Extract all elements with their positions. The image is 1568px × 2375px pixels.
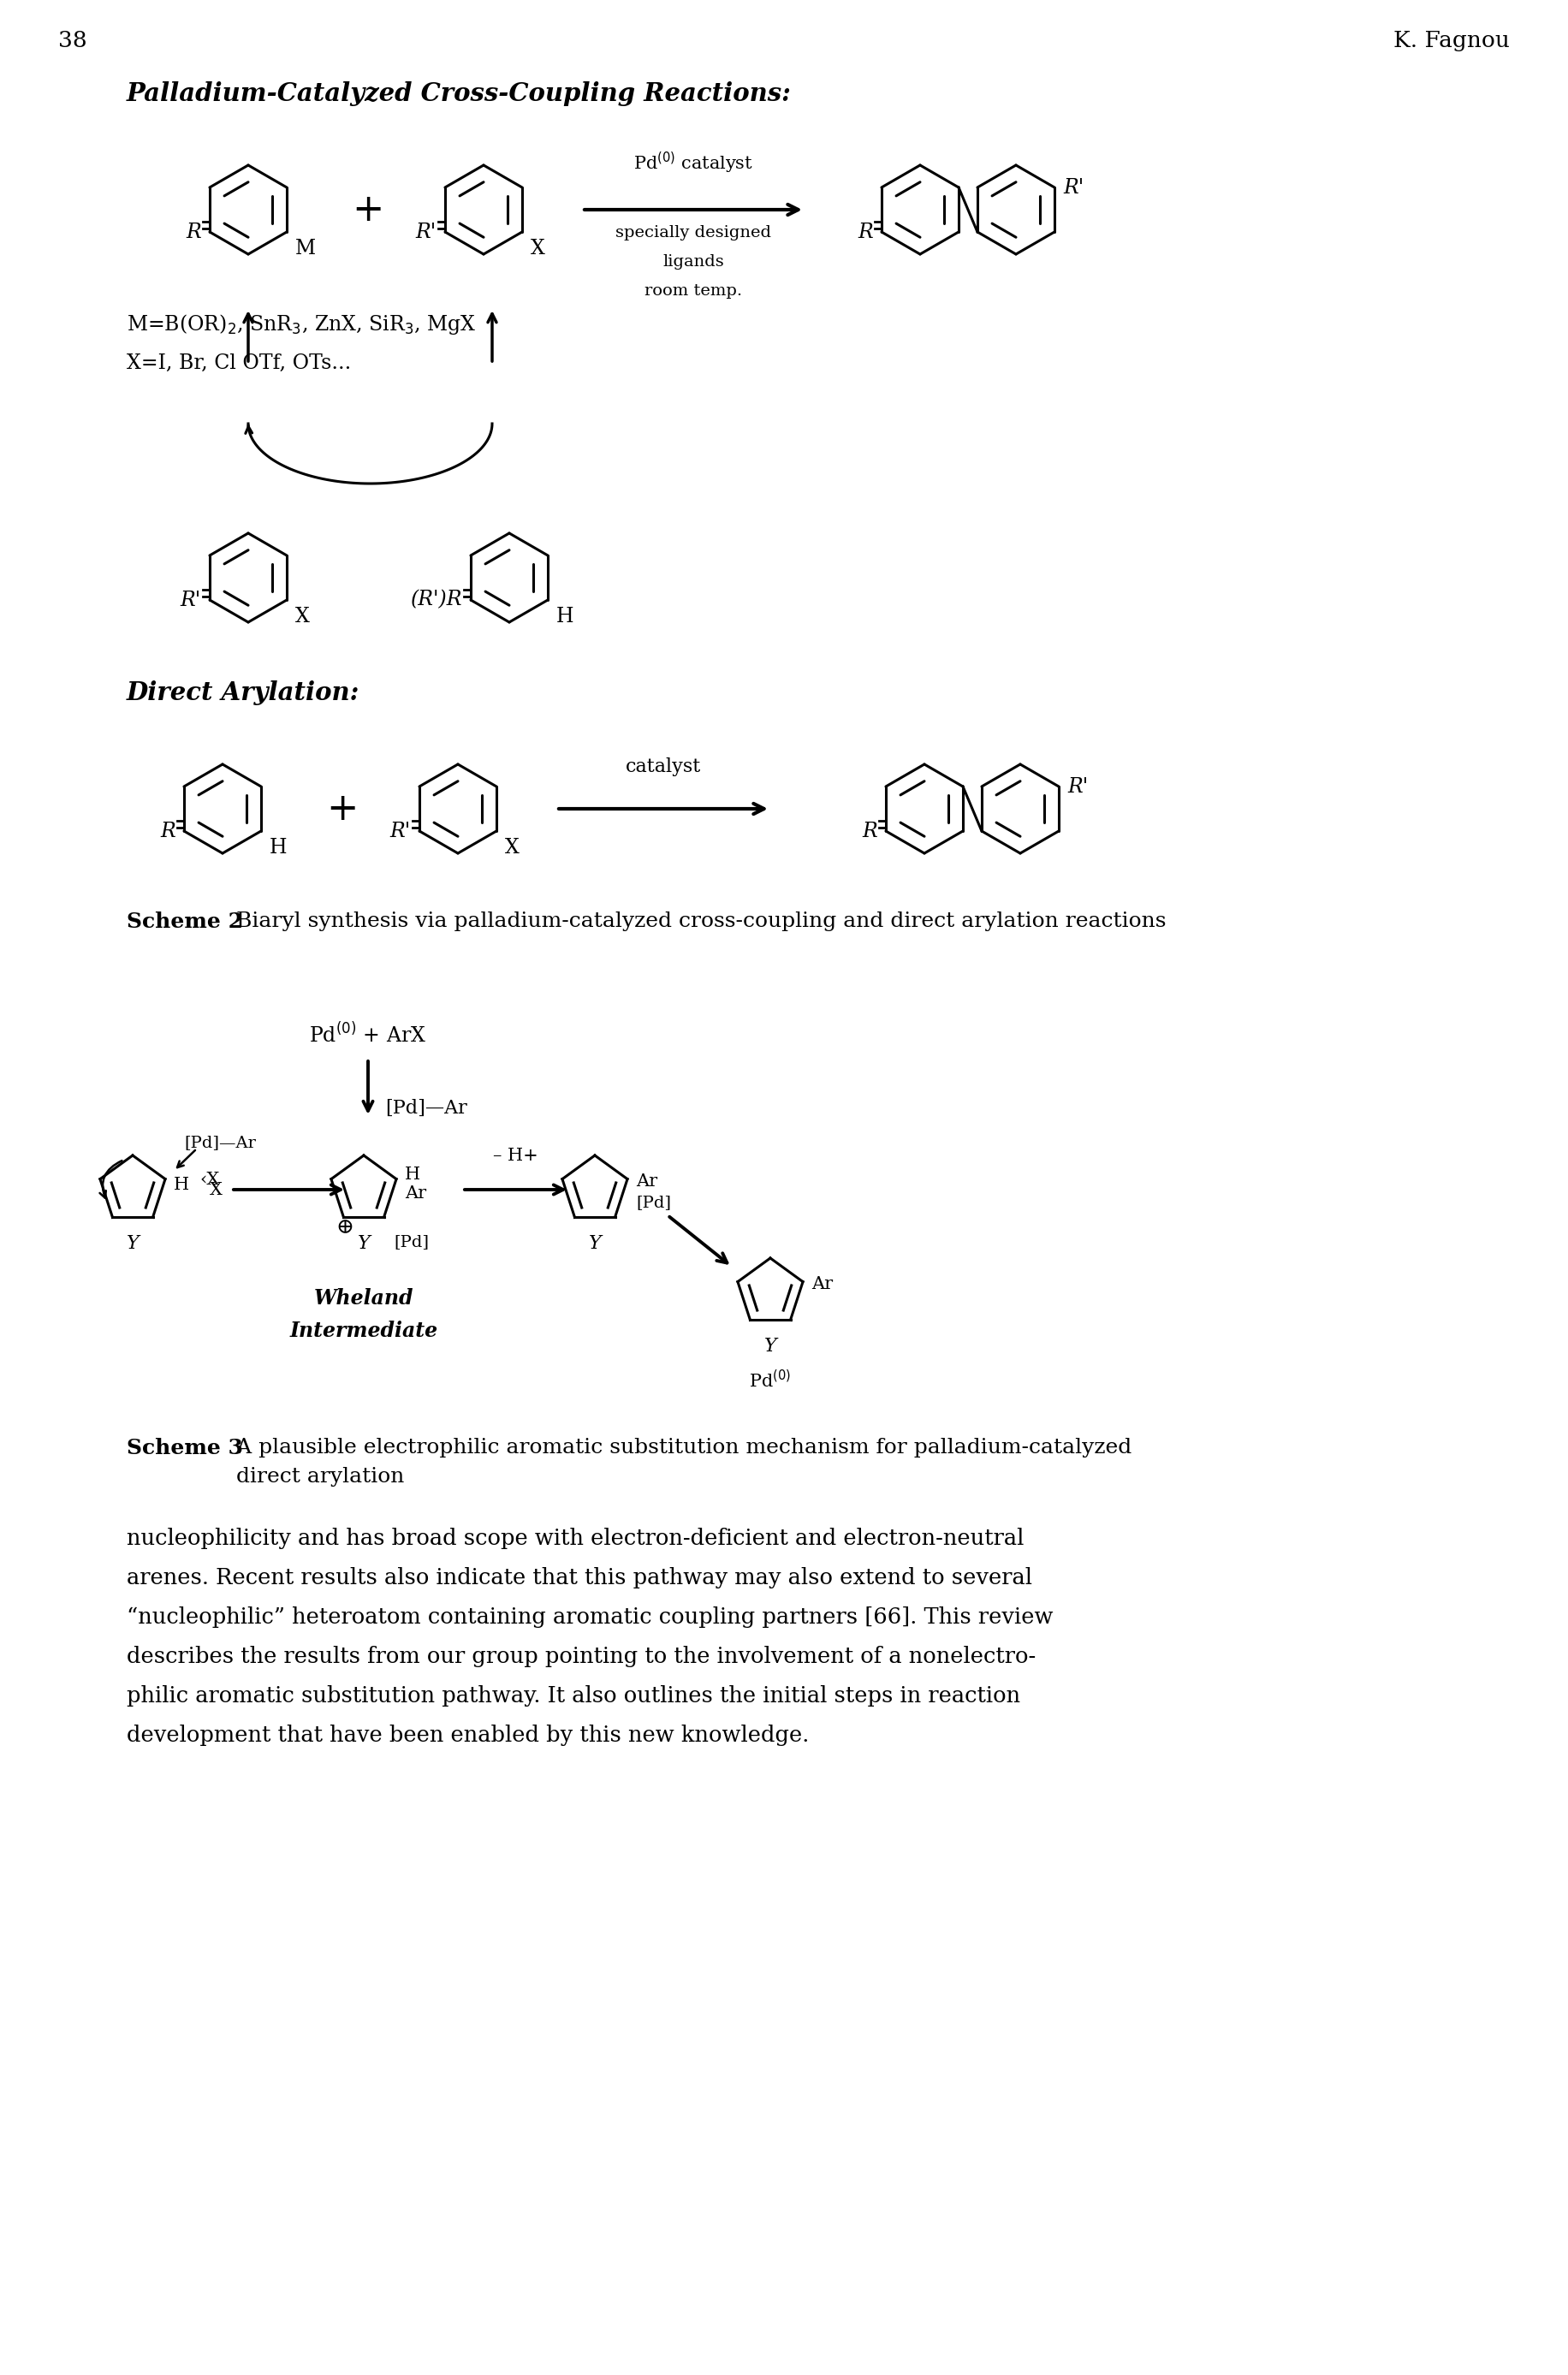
Text: nucleophilicity and has broad scope with electron-deficient and electron-neutral: nucleophilicity and has broad scope with… <box>127 1527 1024 1549</box>
Text: arenes. Recent results also indicate that this pathway may also extend to severa: arenes. Recent results also indicate tha… <box>127 1568 1032 1589</box>
Text: (R')R: (R')R <box>411 589 463 610</box>
Text: M=B(OR)$_2$, SnR$_3$, ZnX, SiR$_3$, MgX: M=B(OR)$_2$, SnR$_3$, ZnX, SiR$_3$, MgX <box>127 314 477 337</box>
Text: Wheland: Wheland <box>314 1287 414 1309</box>
Text: [Pd]—Ar: [Pd]—Ar <box>183 1135 256 1150</box>
Text: K. Fagnou: K. Fagnou <box>1394 31 1510 52</box>
Text: “nucleophilic” heteroatom containing aromatic coupling partners [66]. This revie: “nucleophilic” heteroatom containing aro… <box>127 1606 1054 1627</box>
Text: Y: Y <box>127 1235 140 1254</box>
Text: Y: Y <box>764 1337 776 1356</box>
Text: X: X <box>210 1180 223 1197</box>
Text: ‹X: ‹X <box>199 1171 220 1188</box>
Text: X=I, Br, Cl OTf, OTs...: X=I, Br, Cl OTf, OTs... <box>127 354 351 373</box>
Text: describes the results from our group pointing to the involvement of a nonelectro: describes the results from our group poi… <box>127 1646 1036 1667</box>
Text: Y: Y <box>588 1235 601 1254</box>
Text: X: X <box>295 606 310 627</box>
Text: H: H <box>270 838 287 857</box>
Text: Pd$^{(0)}$ + ArX: Pd$^{(0)}$ + ArX <box>309 1024 426 1047</box>
Text: ⊕: ⊕ <box>336 1218 354 1237</box>
Text: R': R' <box>1063 178 1083 197</box>
Text: M: M <box>295 240 317 259</box>
Text: H: H <box>557 606 574 627</box>
Text: R: R <box>858 223 873 242</box>
Text: R: R <box>862 822 877 841</box>
Text: [Pd]: [Pd] <box>637 1195 671 1211</box>
Text: Scheme 3: Scheme 3 <box>127 1437 243 1458</box>
Text: 38: 38 <box>58 31 86 52</box>
Text: Y: Y <box>358 1235 370 1254</box>
Text: Direct Arylation:: Direct Arylation: <box>127 679 359 705</box>
Text: Ar: Ar <box>637 1173 657 1190</box>
Text: specially designed: specially designed <box>615 226 771 240</box>
Text: R': R' <box>416 223 436 242</box>
Text: Scheme 2: Scheme 2 <box>127 912 243 931</box>
Text: H: H <box>405 1166 420 1183</box>
Text: – H+: – H+ <box>492 1147 538 1164</box>
Text: Ar: Ar <box>405 1185 426 1202</box>
Text: X: X <box>530 240 546 259</box>
Text: R': R' <box>1068 777 1088 796</box>
Text: catalyst: catalyst <box>626 758 701 777</box>
Text: Pd$^{(0)}$ catalyst: Pd$^{(0)}$ catalyst <box>633 150 753 176</box>
Text: Palladium-Catalyzed Cross-Coupling Reactions:: Palladium-Catalyzed Cross-Coupling React… <box>127 81 792 107</box>
Text: A plausible electrophilic aromatic substitution mechanism for palladium-catalyze: A plausible electrophilic aromatic subst… <box>223 1437 1132 1458</box>
Text: philic aromatic substitution pathway. It also outlines the initial steps in reac: philic aromatic substitution pathway. It… <box>127 1686 1021 1708</box>
Text: development that have been enabled by this new knowledge.: development that have been enabled by th… <box>127 1724 809 1746</box>
Text: Pd$^{(0)}$: Pd$^{(0)}$ <box>750 1370 792 1392</box>
Text: +: + <box>326 791 359 826</box>
Text: room temp.: room temp. <box>644 283 742 299</box>
Text: Ar: Ar <box>811 1275 833 1292</box>
Text: Intermediate: Intermediate <box>290 1321 437 1342</box>
Text: ligands: ligands <box>663 254 724 271</box>
Text: R': R' <box>390 822 411 841</box>
Text: H: H <box>174 1178 190 1195</box>
Text: R: R <box>160 822 176 841</box>
Text: X: X <box>505 838 519 857</box>
Text: Biaryl synthesis via palladium-catalyzed cross-coupling and direct arylation rea: Biaryl synthesis via palladium-catalyzed… <box>223 912 1167 931</box>
Text: direct arylation: direct arylation <box>223 1468 405 1487</box>
Text: R: R <box>187 223 201 242</box>
Text: [Pd]: [Pd] <box>394 1235 428 1249</box>
Text: R': R' <box>180 589 201 610</box>
Text: +: + <box>353 192 384 228</box>
Text: [Pd]—Ar: [Pd]—Ar <box>386 1100 467 1119</box>
